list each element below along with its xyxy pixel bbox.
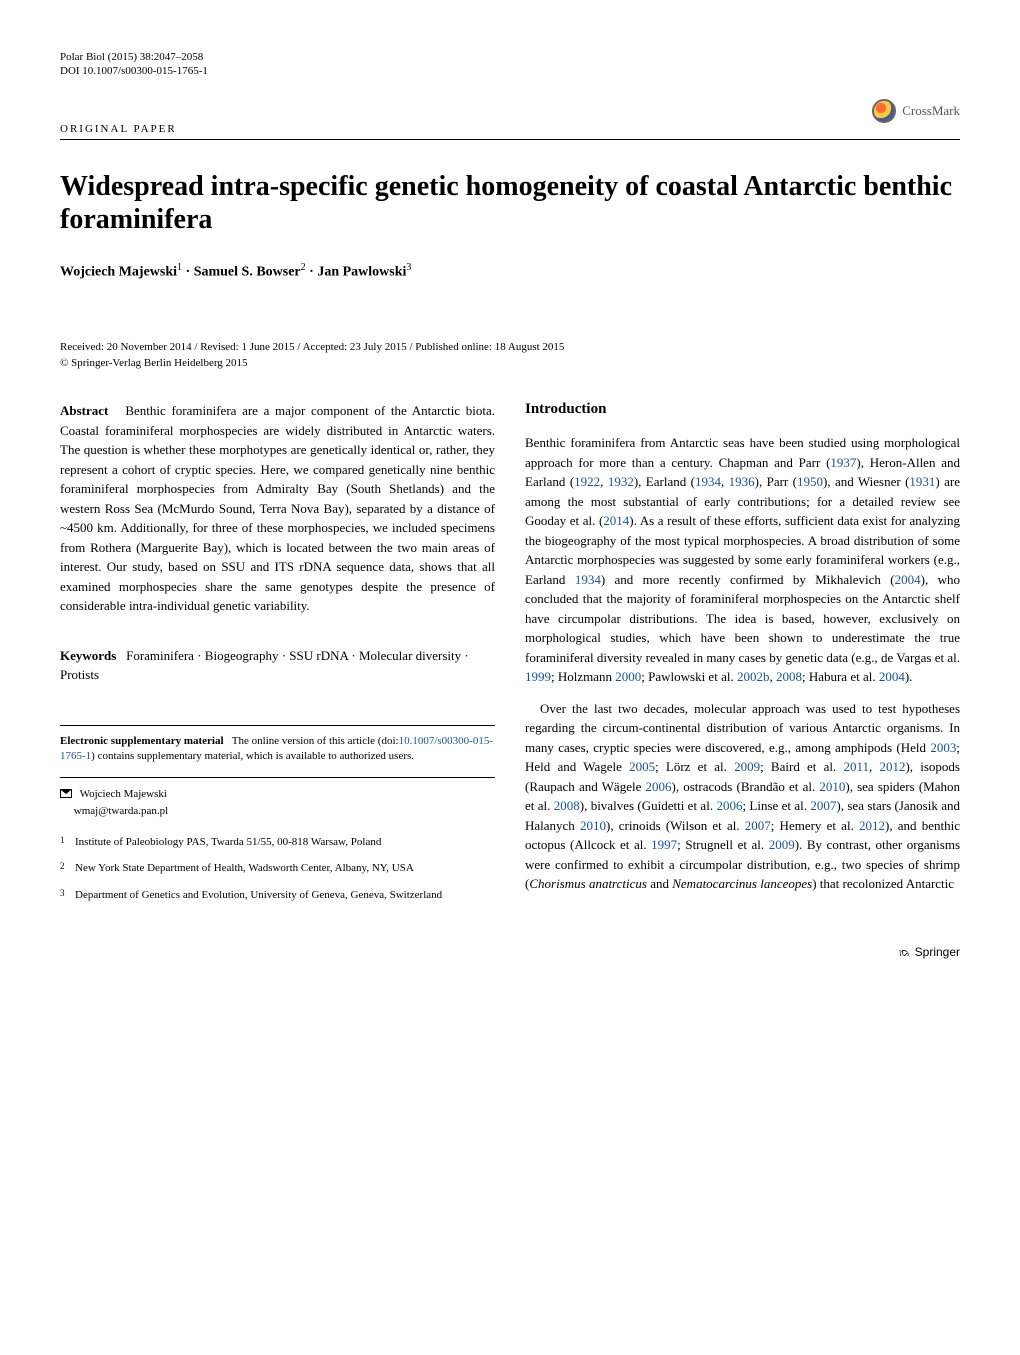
crossmark-label: CrossMark (902, 103, 960, 119)
envelope-icon (60, 789, 72, 798)
intro-paragraph-1: Benthic foraminifera from Antarctic seas… (525, 433, 960, 687)
authors-list: Wojciech Majewski1 · Samuel S. Bowser2 ·… (60, 262, 960, 281)
affiliations-list: 1Institute of Paleobiology PAS, Twarda 5… (60, 833, 495, 905)
publication-dates: Received: 20 November 2014 / Revised: 1 … (60, 340, 960, 371)
abstract-label: Abstract (60, 403, 108, 418)
corresponding-name: Wojciech Majewski (80, 788, 167, 800)
crossmark-icon (872, 99, 896, 123)
intro-paragraph-2: Over the last two decades, molecular app… (525, 699, 960, 894)
keywords-text: Foraminifera · Biogeography · SSU rDNA ·… (60, 648, 469, 683)
affiliation-item: 1Institute of Paleobiology PAS, Twarda 5… (60, 833, 495, 852)
paper-title: Widespread intra-specific genetic homoge… (60, 170, 960, 237)
paper-type-label: ORIGINAL PAPER (60, 123, 960, 140)
journal-name: Polar Biol (2015) 38:2047–2058 (60, 50, 960, 64)
dates-line2: © Springer-Verlag Berlin Heidelberg 2015 (60, 356, 960, 371)
supplementary-block: Electronic supplementary material The on… (60, 725, 495, 765)
corresponding-author: Wojciech Majewski wmaj@twarda.pan.pl (60, 777, 495, 821)
springer-icon: 🙒 (898, 943, 909, 960)
journal-info: Polar Biol (2015) 38:2047–2058 DOI 10.10… (60, 50, 960, 79)
abstract-text: Benthic foraminifera are a major compone… (60, 403, 495, 613)
supplementary-label: Electronic supplementary material (60, 735, 224, 747)
crossmark-badge[interactable]: CrossMark (872, 99, 960, 123)
affiliation-item: 2New York State Department of Health, Wa… (60, 859, 495, 878)
corresponding-email: wmaj@twarda.pan.pl (74, 805, 168, 817)
publisher-name: Springer (915, 945, 960, 959)
introduction-heading: Introduction (525, 401, 960, 418)
publisher-footer: 🙒 Springer (60, 943, 960, 960)
affiliation-item: 3Department of Genetics and Evolution, U… (60, 886, 495, 905)
main-content: Abstract Benthic foraminifera are a majo… (60, 401, 960, 913)
abstract-block: Abstract Benthic foraminifera are a majo… (60, 401, 495, 616)
dates-line1: Received: 20 November 2014 / Revised: 1 … (60, 340, 960, 355)
keywords-block: Keywords Foraminifera · Biogeography · S… (60, 646, 495, 685)
keywords-label: Keywords (60, 648, 116, 663)
journal-doi: DOI 10.1007/s00300-015-1765-1 (60, 64, 960, 78)
left-column: Abstract Benthic foraminifera are a majo… (60, 401, 495, 913)
right-column: Introduction Benthic foraminifera from A… (525, 401, 960, 913)
